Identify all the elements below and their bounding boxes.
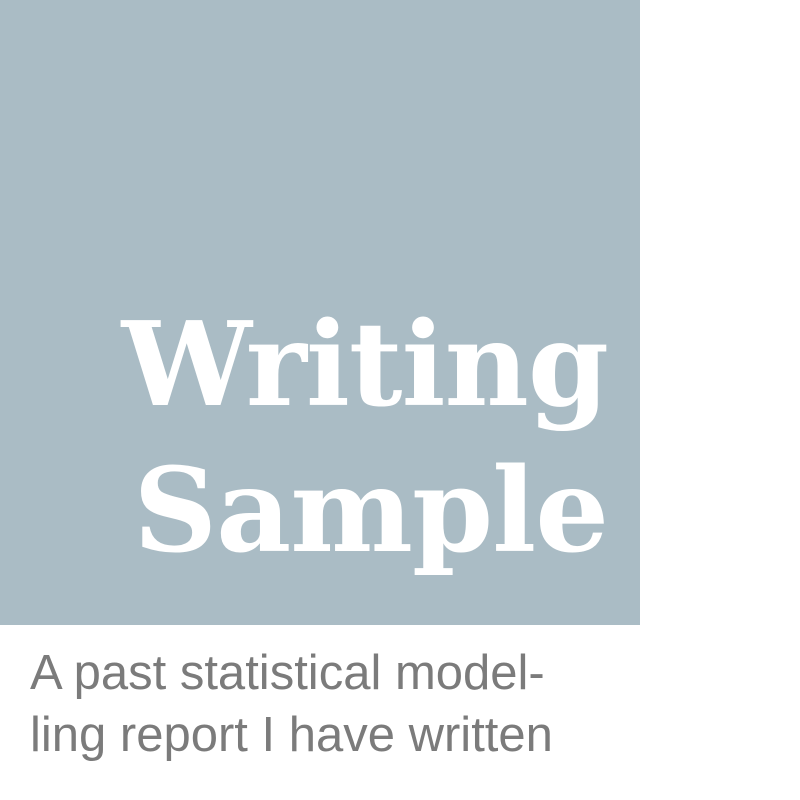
- title-panel: Writing Sample: [0, 0, 640, 625]
- tile-title-line-1: Writing: [121, 297, 609, 433]
- tile-title-line-2: Sample: [133, 443, 609, 579]
- tile-caption-line-2: ling report I have written: [30, 708, 553, 762]
- tile-caption-line-1: A past statistical model-: [30, 646, 545, 700]
- tile-title: Writing Sample: [121, 292, 609, 584]
- tile-caption: A past statistical model- ling report I …: [30, 642, 553, 766]
